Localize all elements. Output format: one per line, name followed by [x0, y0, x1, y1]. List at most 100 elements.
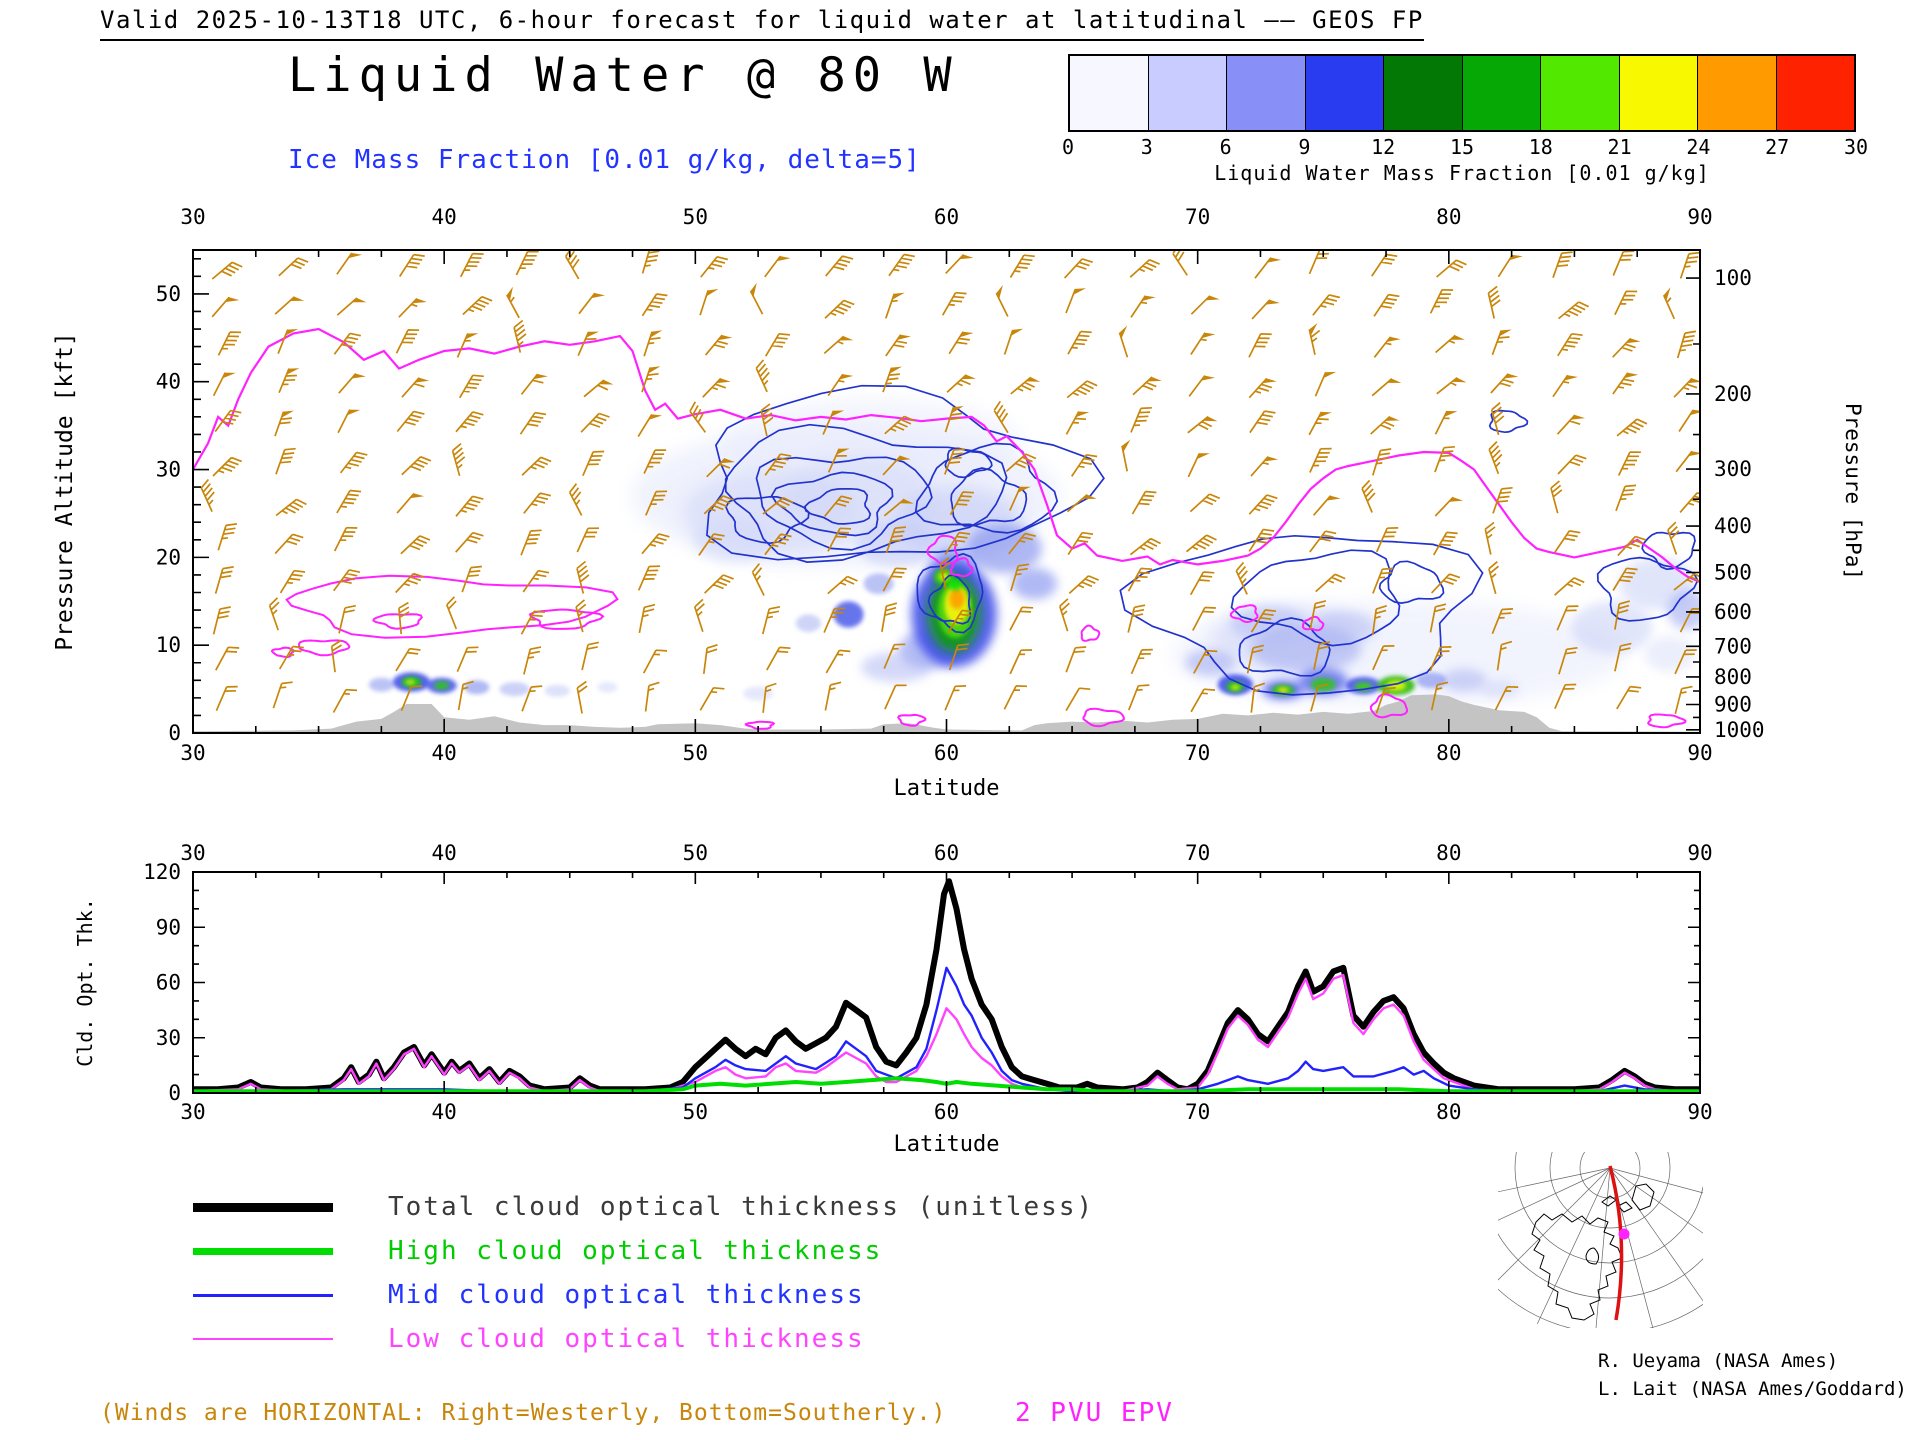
svg-text:30: 30 [180, 841, 205, 865]
colorbar: 0 3 6 9 12 15 18 21 24 27 30 Liquid Water Mass Fra… [1062, 54, 1868, 185]
svg-text:500: 500 [1714, 560, 1752, 584]
svg-text:60: 60 [934, 1100, 959, 1124]
legend-label: Low cloud optical thickness [388, 1324, 865, 1354]
colorbar-segment [1697, 56, 1776, 130]
svg-text:90: 90 [156, 915, 181, 939]
series-total [193, 878, 1700, 1093]
colorbar-tick: 27 [1765, 135, 1790, 159]
svg-text:Latitude: Latitude [894, 1132, 1000, 1157]
colorbar-tick: 0 [1061, 135, 1075, 159]
svg-text:900: 900 [1714, 693, 1752, 717]
svg-text:60: 60 [156, 971, 181, 995]
svg-text:20: 20 [156, 545, 181, 569]
svg-text:30: 30 [156, 458, 181, 482]
valid-line: Valid 2025-10-13T18 UTC, 6-hour forecast… [100, 6, 1424, 41]
svg-text:50: 50 [683, 741, 708, 765]
map-graticule [1498, 1152, 1703, 1328]
svg-text:40: 40 [156, 370, 181, 394]
svg-text:90: 90 [1687, 741, 1712, 765]
svg-text:90: 90 [1687, 205, 1712, 229]
svg-text:0: 0 [168, 1081, 181, 1105]
map-location-dot [1618, 1228, 1630, 1240]
svg-text:Pressure Altitude [kft]: Pressure Altitude [kft] [52, 332, 78, 651]
colorbar-tick: 15 [1449, 135, 1475, 159]
colorbar-tick-labels: 0 3 6 9 12 15 18 21 24 27 30 [1062, 135, 1868, 161]
colorbar-segment [1226, 56, 1305, 130]
svg-text:70: 70 [1185, 841, 1210, 865]
svg-text:60: 60 [934, 841, 959, 865]
svg-text:1000: 1000 [1714, 718, 1765, 742]
svg-text:40: 40 [432, 841, 457, 865]
svg-text:50: 50 [683, 841, 708, 865]
legend: Total cloud optical thickness (unitless)… [193, 1185, 1094, 1361]
wind-barbs [200, 250, 1700, 715]
colorbar-segment [1618, 56, 1697, 130]
map-80w-meridian [1608, 1165, 1624, 1321]
legend-label: Mid cloud optical thickness [388, 1280, 865, 1310]
colorbar-segment [1383, 56, 1462, 130]
credit-line-1: R. Ueyama (NASA Ames) [1598, 1350, 1839, 1372]
colorbar-segment [1775, 56, 1854, 130]
svg-text:600: 600 [1714, 600, 1752, 624]
inset-locator-map [1498, 1152, 1703, 1328]
svg-text:80: 80 [1436, 205, 1461, 229]
epv-note: 2 PVU EPV [1015, 1398, 1174, 1428]
colorbar-tick: 18 [1528, 135, 1553, 159]
svg-text:Latitude: Latitude [894, 776, 1000, 801]
main-plot-axes: 3030404050506060707080809090010203040501… [52, 205, 1865, 801]
colorbar-tick: 3 [1140, 135, 1153, 159]
svg-text:90: 90 [1687, 841, 1712, 865]
svg-text:10: 10 [156, 633, 181, 657]
svg-text:80: 80 [1436, 841, 1461, 865]
series-mid [193, 966, 1700, 1093]
svg-text:40: 40 [432, 205, 457, 229]
colorbar-tick: 30 [1843, 135, 1869, 159]
svg-text:90: 90 [1687, 1100, 1712, 1124]
svg-text:70: 70 [1185, 1100, 1210, 1124]
svg-text:0: 0 [168, 721, 181, 745]
svg-text:Pressure [hPa]: Pressure [hPa] [1841, 403, 1865, 580]
legend-line-sample [193, 1247, 333, 1255]
colorbar-tick: 6 [1219, 135, 1232, 159]
series-low [193, 973, 1700, 1093]
colorbar-title: Liquid Water Mass Fraction [0.01 g/kg] [1214, 161, 1710, 185]
svg-text:70: 70 [1185, 205, 1210, 229]
svg-text:60: 60 [934, 741, 959, 765]
svg-text:30: 30 [180, 205, 205, 229]
svg-text:Cld. Opt. Thk.: Cld. Opt. Thk. [73, 898, 97, 1067]
svg-text:30: 30 [180, 741, 205, 765]
colorbar-swatches [1068, 54, 1856, 132]
winds-note: (Winds are HORIZONTAL: Right=Westerly, B… [100, 1400, 947, 1426]
colorbar-segment [1461, 56, 1540, 130]
svg-text:60: 60 [934, 205, 959, 229]
legend-label: High cloud optical thickness [388, 1236, 883, 1266]
colorbar-tick: 12 [1371, 135, 1396, 159]
svg-text:800: 800 [1714, 665, 1752, 689]
page-title: Liquid Water @ 80 W [288, 48, 959, 103]
legend-line-sample [193, 1293, 333, 1297]
svg-text:30: 30 [156, 1026, 181, 1050]
colorbar-segment [1147, 56, 1226, 130]
credit-line-2: L. Lait (NASA Ames/Goddard) [1598, 1378, 1907, 1400]
svg-text:50: 50 [683, 1100, 708, 1124]
svg-text:40: 40 [432, 1100, 457, 1124]
colorbar-tick: 24 [1686, 135, 1711, 159]
colorbar-segment [1070, 56, 1148, 130]
terrain-profile [193, 694, 1700, 733]
svg-text:40: 40 [432, 741, 457, 765]
legend-item: Low cloud optical thickness [193, 1317, 1094, 1361]
colorbar-segment [1304, 56, 1383, 130]
svg-text:100: 100 [1714, 266, 1752, 290]
legend-label: Total cloud optical thickness (unitless) [388, 1192, 1095, 1222]
legend-line-sample [193, 1202, 333, 1212]
svg-text:700: 700 [1714, 634, 1752, 658]
svg-text:200: 200 [1714, 382, 1752, 406]
cloud-optical-thickness-series [193, 878, 1700, 1093]
legend-item: Total cloud optical thickness (unitless) [193, 1185, 1094, 1229]
colorbar-tick: 21 [1607, 135, 1632, 159]
svg-text:80: 80 [1436, 1100, 1461, 1124]
svg-text:50: 50 [683, 205, 708, 229]
svg-text:120: 120 [143, 860, 181, 884]
svg-text:400: 400 [1714, 514, 1752, 538]
